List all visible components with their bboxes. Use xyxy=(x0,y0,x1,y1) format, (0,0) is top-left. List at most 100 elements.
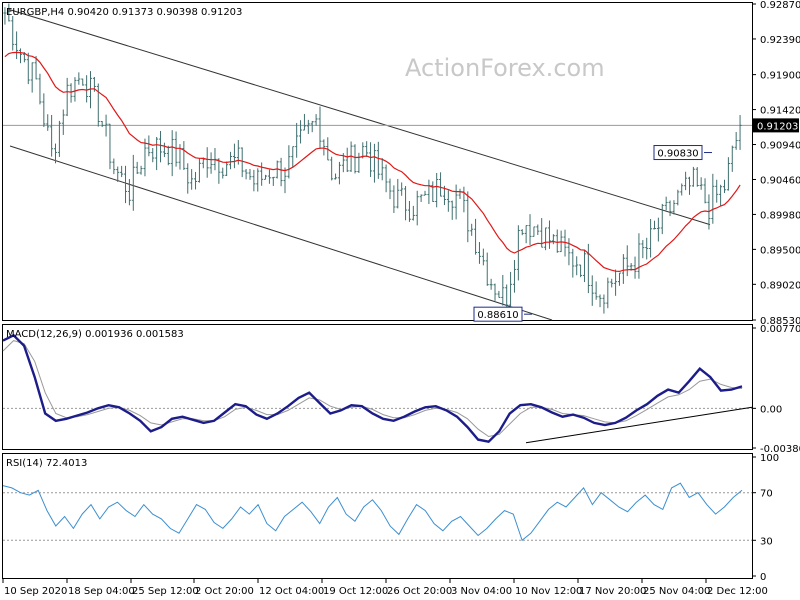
price-bar xyxy=(730,145,734,172)
price-bar xyxy=(481,248,485,266)
price-bar xyxy=(582,249,586,283)
price-bar xyxy=(711,173,715,224)
macd-y-tick-label: 0.007704 xyxy=(760,324,800,335)
price-bar xyxy=(641,240,645,259)
rsi-layer xyxy=(2,482,752,542)
price-bar xyxy=(295,122,299,158)
price-bar xyxy=(159,130,163,163)
price-bar xyxy=(516,225,520,281)
price-y-tick-label: 0.92870 xyxy=(760,0,800,11)
price-bar xyxy=(127,179,131,206)
price-bar xyxy=(349,141,353,172)
price-bar xyxy=(353,144,357,174)
price-bar xyxy=(695,167,699,187)
price-bar xyxy=(283,167,287,194)
price-bar xyxy=(15,31,19,60)
x-tick-label: 2 Dec 12:00 xyxy=(707,586,768,597)
price-bar xyxy=(621,254,625,284)
x-tick-label: 26 Oct 20:00 xyxy=(387,586,452,597)
price-bar xyxy=(100,120,104,128)
price-bar xyxy=(50,114,54,157)
price-bar xyxy=(46,114,50,131)
price-bar xyxy=(135,161,139,175)
price-bar xyxy=(532,226,536,237)
price-bar xyxy=(182,141,186,171)
price-bar xyxy=(396,178,400,209)
price-bar xyxy=(330,156,334,181)
price-bar xyxy=(42,93,46,127)
rsi-title: RSI(14) 72.4013 xyxy=(6,458,87,469)
price-bar xyxy=(450,200,454,220)
x-tick-label: 25 Nov 04:00 xyxy=(643,586,710,597)
last-price-tag-label: 0.91203 xyxy=(757,121,798,132)
price-bar xyxy=(11,16,15,51)
price-bar xyxy=(536,224,540,236)
x-tick-label: 19 Oct 12:00 xyxy=(323,586,388,597)
x-tick-label: 12 Oct 04:00 xyxy=(259,586,324,597)
macd-panel xyxy=(2,324,753,450)
price-bar xyxy=(505,284,509,309)
price-bar xyxy=(30,62,34,93)
price-bar xyxy=(143,138,147,177)
price-bar xyxy=(155,137,159,171)
price-bar xyxy=(656,217,660,242)
price-bar xyxy=(244,168,248,180)
price-bar xyxy=(680,183,684,196)
price-bar xyxy=(365,141,369,158)
price-bar xyxy=(271,176,275,186)
price-bar xyxy=(194,171,198,190)
price-y-tick-label: 0.92390 xyxy=(760,35,800,46)
macd-trendline xyxy=(525,406,753,444)
price-bar xyxy=(590,275,594,306)
price-bar xyxy=(435,173,439,208)
price-bar xyxy=(555,229,559,253)
price-bar xyxy=(197,158,201,183)
price-bar xyxy=(594,281,598,300)
price-bar xyxy=(267,169,271,184)
price-bar xyxy=(660,203,664,235)
price-bar xyxy=(684,171,688,191)
price-bar xyxy=(419,194,423,202)
watermark: ActionForex.com xyxy=(405,54,605,82)
price-bar xyxy=(719,184,723,207)
price-bar xyxy=(512,259,516,293)
channel-lower-line xyxy=(9,145,553,321)
price-bar xyxy=(415,190,419,226)
price-bar xyxy=(703,178,707,204)
price-bar xyxy=(256,168,260,192)
rsi-y-tick-label: 70 xyxy=(760,489,773,500)
price-bar xyxy=(248,168,252,180)
price-bar xyxy=(302,113,306,131)
price-bar xyxy=(540,218,544,248)
price-bar xyxy=(306,119,310,134)
price-bar xyxy=(442,185,446,206)
macd-layer xyxy=(2,333,753,444)
x-tick-label: 10 Nov 12:00 xyxy=(515,586,582,597)
price-bar xyxy=(240,147,244,178)
price-bar xyxy=(337,161,341,185)
price-bar xyxy=(466,191,470,243)
price-bar xyxy=(77,72,81,85)
annotation-label: 0.88610 xyxy=(477,310,518,321)
price-y-tick-label: 0.89500 xyxy=(760,245,800,256)
price-bar xyxy=(26,52,30,85)
price-bar xyxy=(672,200,676,215)
price-bar xyxy=(299,120,303,144)
price-bar xyxy=(147,135,151,157)
price-bar xyxy=(439,172,443,197)
price-bar xyxy=(166,145,170,166)
price-bar xyxy=(547,220,551,249)
price-bar xyxy=(34,56,38,80)
price-bar xyxy=(61,109,65,135)
price-bar xyxy=(81,78,85,86)
price-bar xyxy=(89,71,93,109)
price-bar xyxy=(477,242,481,264)
rsi-y-tick-label: 100 xyxy=(760,453,779,464)
price-bar xyxy=(186,163,190,194)
macd-y-tick-label: 0.00 xyxy=(760,404,782,415)
price-bar xyxy=(668,200,672,217)
price-bar xyxy=(209,152,213,174)
price-bar xyxy=(217,158,221,184)
price-bar xyxy=(69,83,73,103)
price-bar xyxy=(380,158,384,181)
